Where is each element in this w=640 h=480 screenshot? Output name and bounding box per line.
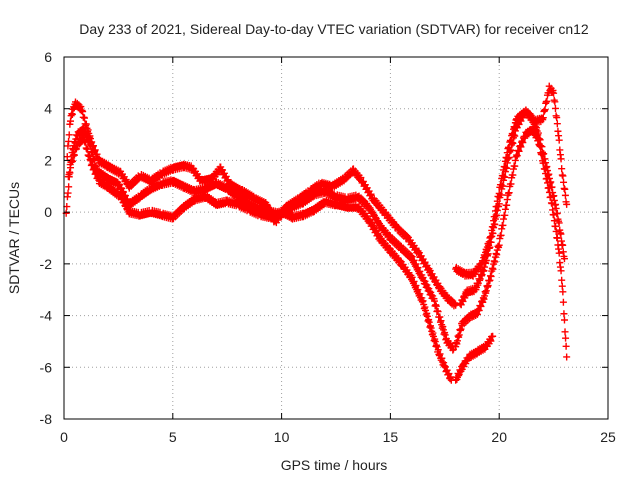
- y-tick-label: 4: [44, 101, 52, 117]
- x-tick-label: 15: [383, 429, 399, 445]
- y-tick-label: -4: [40, 308, 53, 324]
- y-tick-label: -6: [40, 359, 53, 375]
- y-tick-label: -8: [40, 411, 53, 427]
- x-tick-label: 5: [169, 429, 177, 445]
- series-track-4: [452, 332, 497, 384]
- x-tick-label: 0: [60, 429, 68, 445]
- x-tick-label: 25: [600, 429, 616, 445]
- axis-ticks: 0 5 10 15 20 25 -8 -6 -4 -2 0 2 4 6: [40, 49, 616, 445]
- y-tick-label: 6: [44, 49, 52, 65]
- x-tick-label: 20: [491, 429, 507, 445]
- chart-title: Day 233 of 2021, Sidereal Day-to-day VTE…: [79, 21, 589, 37]
- y-tick-label: 0: [44, 204, 52, 220]
- x-axis-label: GPS time / hours: [281, 457, 388, 473]
- series-track-7: [452, 82, 571, 280]
- data-markers: [62, 82, 571, 384]
- series-track-3: [62, 131, 455, 384]
- y-axis-label: SDTVAR / TECUs: [6, 182, 22, 294]
- series-track-2: [64, 123, 458, 354]
- x-tick-label: 10: [274, 429, 290, 445]
- series-track-5: [452, 125, 571, 361]
- plot-frame: [63, 56, 609, 420]
- y-tick-label: 2: [44, 152, 52, 168]
- y-tick-label: -2: [40, 256, 53, 272]
